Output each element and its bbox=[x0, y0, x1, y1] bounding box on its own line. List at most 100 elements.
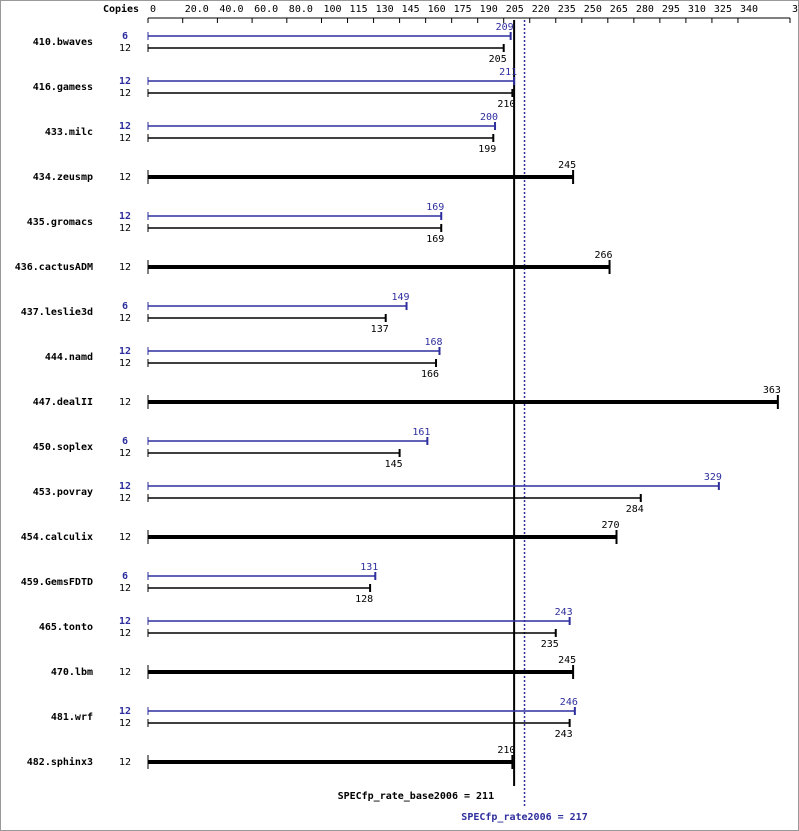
base-value-label: 128 bbox=[355, 594, 373, 605]
peak-value-label: 246 bbox=[560, 697, 578, 708]
base-copies: 12 bbox=[119, 88, 131, 99]
benchmark-label: 465.tonto bbox=[39, 622, 93, 633]
base-copies: 12 bbox=[119, 532, 131, 543]
benchmark-label: 435.gromacs bbox=[27, 217, 93, 228]
base-copies: 12 bbox=[119, 718, 131, 729]
reference-label: SPECfp_rate2006 = 217 bbox=[461, 812, 587, 823]
peak-copies: 6 bbox=[122, 301, 128, 312]
peak-copies: 12 bbox=[119, 481, 131, 492]
base-copies: 12 bbox=[119, 223, 131, 234]
base-value-label: 245 bbox=[558, 160, 576, 171]
benchmark-label: 436.cactusADM bbox=[15, 262, 93, 273]
x-tick-label: 160 bbox=[428, 4, 446, 15]
base-copies: 12 bbox=[119, 667, 131, 678]
x-tick-label: 235 bbox=[558, 4, 576, 15]
reference-label: SPECfp_rate_base2006 = 211 bbox=[338, 791, 495, 802]
x-tick-label: 370 bbox=[792, 4, 799, 15]
base-copies: 12 bbox=[119, 313, 131, 324]
benchmark-label: 410.bwaves bbox=[33, 37, 93, 48]
benchmark-label: 433.milc bbox=[45, 126, 93, 138]
base-value-label: 169 bbox=[426, 234, 444, 245]
peak-value-label: 168 bbox=[424, 337, 442, 348]
x-tick-label: 250 bbox=[584, 4, 602, 15]
x-tick-label: 220 bbox=[532, 4, 550, 15]
benchmark-label: 470.lbm bbox=[51, 667, 93, 678]
benchmark-label: 450.soplex bbox=[33, 442, 93, 453]
x-tick-label: 325 bbox=[714, 4, 732, 15]
x-tick-label: 20.0 bbox=[185, 4, 209, 15]
benchmark-label: 459.GemsFDTD bbox=[21, 577, 93, 588]
x-tick-label: 130 bbox=[376, 4, 394, 15]
peak-value-label: 200 bbox=[480, 112, 498, 123]
peak-copies: 12 bbox=[119, 76, 131, 87]
peak-value-label: 161 bbox=[412, 427, 430, 438]
x-tick-label: 145 bbox=[402, 4, 420, 15]
peak-value-label: 149 bbox=[392, 292, 410, 303]
peak-value-label: 211 bbox=[499, 67, 517, 78]
peak-copies: 6 bbox=[122, 436, 128, 447]
base-value-label: 137 bbox=[371, 324, 389, 335]
peak-copies: 6 bbox=[122, 571, 128, 582]
base-copies: 12 bbox=[119, 397, 131, 408]
base-copies: 12 bbox=[119, 133, 131, 144]
x-tick-label: 80.0 bbox=[289, 4, 313, 15]
peak-value-label: 243 bbox=[555, 607, 573, 618]
x-tick-label: 280 bbox=[636, 4, 654, 15]
base-copies: 12 bbox=[119, 757, 131, 768]
benchmark-label: 453.povray bbox=[33, 487, 93, 498]
peak-copies: 12 bbox=[119, 346, 131, 357]
base-copies: 12 bbox=[119, 43, 131, 54]
base-value-label: 243 bbox=[555, 729, 573, 740]
x-tick-label: 0 bbox=[150, 4, 156, 15]
base-value-label: 210 bbox=[497, 745, 515, 756]
benchmark-label: 481.wrf bbox=[51, 712, 93, 723]
peak-copies: 12 bbox=[119, 121, 131, 132]
peak-value-label: 131 bbox=[360, 562, 378, 573]
peak-copies: 6 bbox=[122, 31, 128, 42]
x-tick-label: 115 bbox=[350, 4, 368, 15]
peak-value-label: 329 bbox=[704, 472, 722, 483]
base-value-label: 245 bbox=[558, 655, 576, 666]
base-copies: 12 bbox=[119, 493, 131, 504]
base-value-label: 145 bbox=[385, 459, 403, 470]
x-tick-label: 340 bbox=[740, 4, 758, 15]
x-tick-label: 205 bbox=[506, 4, 524, 15]
peak-copies: 12 bbox=[119, 211, 131, 222]
x-tick-label: 265 bbox=[610, 4, 628, 15]
peak-value-label: 209 bbox=[496, 22, 514, 33]
x-tick-label: 310 bbox=[688, 4, 706, 15]
base-value-label: 270 bbox=[601, 520, 619, 531]
base-value-label: 266 bbox=[595, 250, 613, 261]
peak-copies: 12 bbox=[119, 706, 131, 717]
benchmark-label: 434.zeusmp bbox=[33, 172, 93, 183]
copies-header: Copies bbox=[103, 3, 139, 15]
benchmark-label: 454.calculix bbox=[21, 531, 93, 543]
base-value-label: 363 bbox=[763, 385, 781, 396]
base-copies: 12 bbox=[119, 358, 131, 369]
x-tick-label: 100 bbox=[324, 4, 342, 15]
x-tick-label: 40.0 bbox=[219, 4, 243, 15]
base-value-label: 199 bbox=[478, 144, 496, 155]
base-copies: 12 bbox=[119, 583, 131, 594]
benchmark-label: 447.dealII bbox=[33, 397, 93, 408]
base-value-label: 284 bbox=[626, 504, 644, 515]
base-value-label: 235 bbox=[541, 639, 559, 650]
base-value-label: 166 bbox=[421, 369, 439, 380]
peak-value-label: 169 bbox=[426, 202, 444, 213]
base-copies: 12 bbox=[119, 448, 131, 459]
base-copies: 12 bbox=[119, 628, 131, 639]
benchmark-label: 444.namd bbox=[45, 352, 93, 363]
benchmark-label: 416.gamess bbox=[33, 82, 93, 93]
base-value-label: 205 bbox=[489, 54, 507, 65]
benchmark-label: 482.sphinx3 bbox=[27, 756, 93, 768]
base-copies: 12 bbox=[119, 172, 131, 183]
x-tick-label: 60.0 bbox=[254, 4, 278, 15]
benchmark-label: 437.leslie3d bbox=[21, 306, 93, 318]
x-tick-label: 295 bbox=[662, 4, 680, 15]
peak-copies: 12 bbox=[119, 616, 131, 627]
base-value-label: 210 bbox=[497, 99, 515, 110]
x-tick-label: 190 bbox=[480, 4, 498, 15]
base-copies: 12 bbox=[119, 262, 131, 273]
